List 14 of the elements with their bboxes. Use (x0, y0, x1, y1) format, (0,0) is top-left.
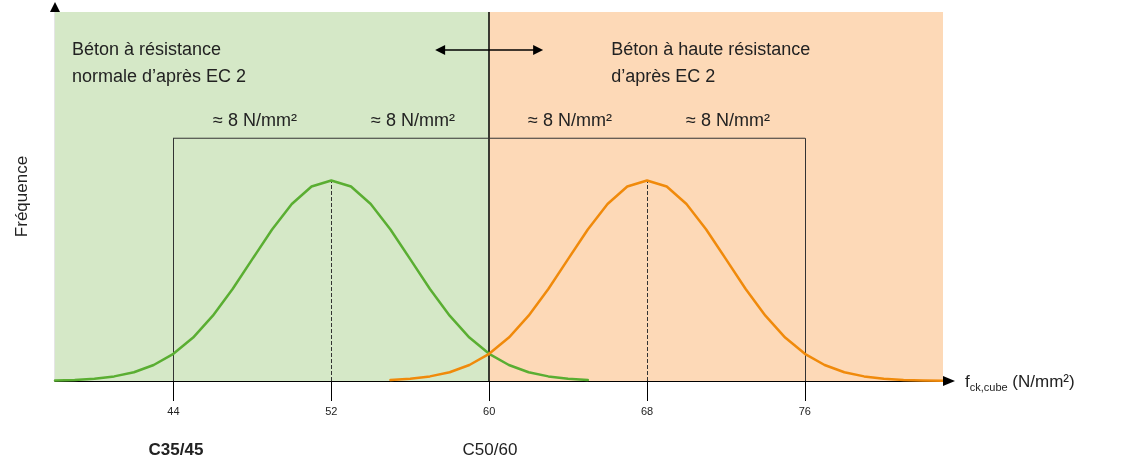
x-tick-label: 52 (325, 404, 338, 417)
x-tick-label: 76 (798, 404, 811, 417)
text: ≈ 8 N/mm² (213, 110, 297, 130)
text: C35/45 (148, 439, 204, 459)
x-tick-label: 68 (640, 404, 654, 417)
text: ≈ 8 N/mm² (528, 110, 612, 130)
band-label: Béton à résistance normale d’après EC 2 (72, 38, 247, 86)
text: ≈ 8 N/mm² (686, 110, 770, 130)
band-label: Béton à haute résistance d’après EC 2 (611, 38, 811, 86)
text: C50/60 (462, 439, 518, 459)
x-tick-label: 60 (483, 404, 496, 417)
text: ≈ 8 N/mm² (371, 110, 455, 130)
x-tick-label: 44 (167, 404, 180, 417)
y-axis-title: Fréquence (12, 155, 31, 238)
